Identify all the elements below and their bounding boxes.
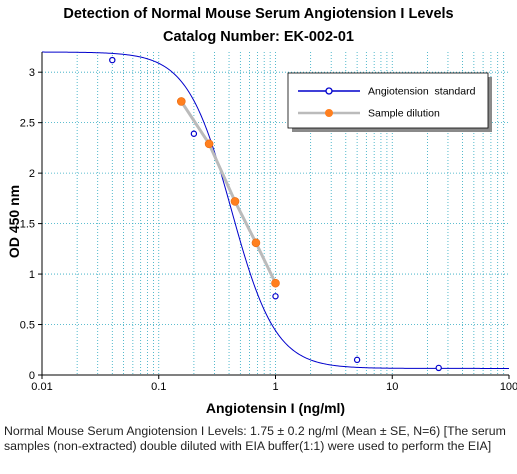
chart-subtitle: Catalog Number: EK-002-01	[163, 29, 354, 45]
legend-sample-marker	[325, 109, 333, 117]
sample-point	[230, 197, 240, 206]
standard-point	[435, 364, 442, 372]
sample-point	[271, 278, 280, 288]
chart-title: Detection of Normal Mouse Serum Angioten…	[63, 6, 454, 22]
standard-point	[272, 293, 279, 300]
y-tick-label: 0.5	[20, 320, 35, 332]
y-tick-label: 0	[29, 370, 35, 382]
y-tick-label: 1.5	[20, 219, 35, 231]
x-axis-label: Angiotensin I (ng/ml)	[206, 400, 345, 416]
x-tick-label: 100	[500, 381, 517, 393]
chart: 0.01 0.1 1 10 100 0 0.5 1 1.5 2 2.5 3 Angiotension …	[6, 51, 517, 416]
x-tick-label: 1	[272, 381, 278, 393]
legend-sample-label: Sample dilution	[368, 108, 440, 120]
legend-standard-label: Angiotension standard	[368, 86, 476, 98]
series-standard-curve	[42, 51, 509, 369]
standard-point	[353, 356, 361, 364]
legend-box	[287, 72, 489, 129]
sample-point	[204, 139, 214, 149]
x-tick-label: 0.01	[31, 381, 52, 393]
sample-point	[251, 238, 261, 248]
axes: 0.01 0.1 1 10 100 0 0.5 1 1.5 2 2.5 3	[20, 52, 517, 393]
y-axis-label: OD 450 nm	[6, 185, 22, 258]
y-tick-label: 2.5	[20, 118, 35, 130]
x-tick-label: 0.1	[151, 381, 166, 393]
y-tick-label: 2	[29, 168, 35, 180]
y-tick-label: 3	[29, 67, 35, 79]
chart-caption: Normal Mouse Serum Angiotension I Levels…	[4, 424, 506, 453]
series-sample-line	[180, 100, 277, 284]
standard-point	[190, 130, 198, 137]
sample-point	[176, 97, 186, 106]
standard-point	[109, 56, 116, 64]
x-tick-label: 10	[386, 381, 398, 393]
legend: Angiotension standard Sample dilution	[287, 72, 492, 132]
data-points	[109, 56, 442, 372]
legend-standard-marker	[325, 87, 333, 95]
y-tick-label: 1	[29, 269, 35, 281]
